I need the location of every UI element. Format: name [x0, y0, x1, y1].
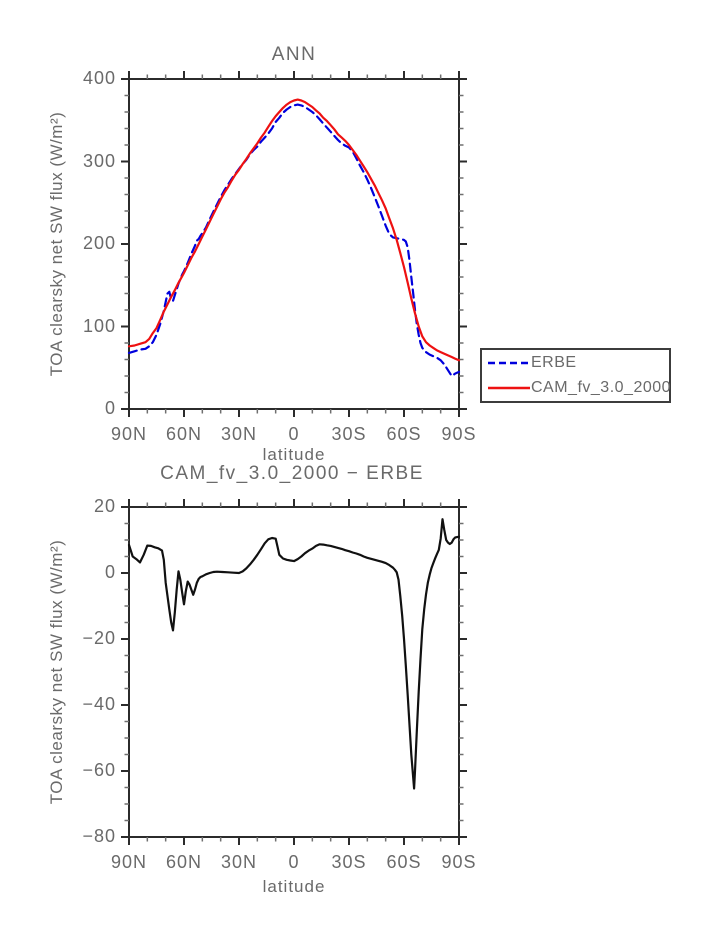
- legend: ERBE CAM_fv_3.0_2000: [480, 348, 671, 403]
- plot-frame: [128, 506, 460, 838]
- x-tick-label: 0: [288, 852, 300, 872]
- difference-chart-y-axis-label: TOA clearsky net SW flux (W/m²): [47, 539, 66, 805]
- y-tick-label: 100: [82, 315, 116, 336]
- difference-chart-title: CAM_fv_3.0_2000 − ERBE: [160, 463, 424, 484]
- difference-chart-canvas: [121, 499, 467, 845]
- y-tick-label: −20: [82, 628, 116, 648]
- top-chart-title: ANN: [271, 44, 317, 65]
- x-tick-label: 30N: [220, 852, 258, 872]
- x-tick-label: 30S: [331, 852, 367, 872]
- y-tick-label: 20: [93, 496, 116, 516]
- top-chart-y-axis-label: TOA clearsky net SW flux (W/m²): [47, 111, 66, 377]
- x-tick-label: 60N: [165, 852, 203, 872]
- x-tick-label: 90S: [441, 852, 477, 872]
- cam-solid-line-icon: [488, 386, 530, 390]
- y-tick-label: −60: [82, 760, 116, 780]
- series-line-cam-fv-3-0-2000-erbe: [127, 518, 461, 790]
- y-tick-label: 0: [104, 562, 116, 582]
- x-tick-label: 0: [288, 424, 300, 444]
- y-tick-label: 400: [82, 68, 116, 88]
- legend-label-erbe: ERBE: [531, 354, 577, 371]
- top-chart-canvas: [121, 71, 467, 417]
- y-tick-label: −40: [82, 694, 116, 714]
- plot-frame: [128, 78, 460, 410]
- series-line-cam-fv-3-0-2000: [127, 98, 461, 362]
- x-tick-label: 30S: [331, 424, 367, 444]
- legend-label-cam: CAM_fv_3.0_2000: [531, 379, 672, 396]
- y-tick-label: 0: [104, 398, 116, 418]
- x-tick-label: 90S: [441, 424, 477, 444]
- x-tick-label: 90N: [110, 424, 148, 444]
- legend-entry-erbe: ERBE: [487, 351, 669, 375]
- x-tick-label: 60S: [386, 852, 422, 872]
- series-line-erbe: [127, 103, 461, 378]
- y-tick-label: −80: [82, 826, 116, 846]
- legend-entry-cam: CAM_fv_3.0_2000: [487, 376, 672, 400]
- x-tick-label: 60N: [165, 424, 203, 444]
- y-tick-label: 300: [82, 150, 116, 171]
- x-tick-label: 90N: [110, 852, 148, 872]
- y-tick-label: 200: [82, 233, 116, 253]
- erbe-dashed-line-icon: [488, 361, 530, 365]
- x-tick-label: 30N: [220, 424, 258, 444]
- difference-chart-x-axis-label: latitude: [262, 877, 326, 896]
- x-tick-label: 60S: [386, 424, 422, 444]
- top-chart-x-axis-label: latitude: [262, 445, 326, 464]
